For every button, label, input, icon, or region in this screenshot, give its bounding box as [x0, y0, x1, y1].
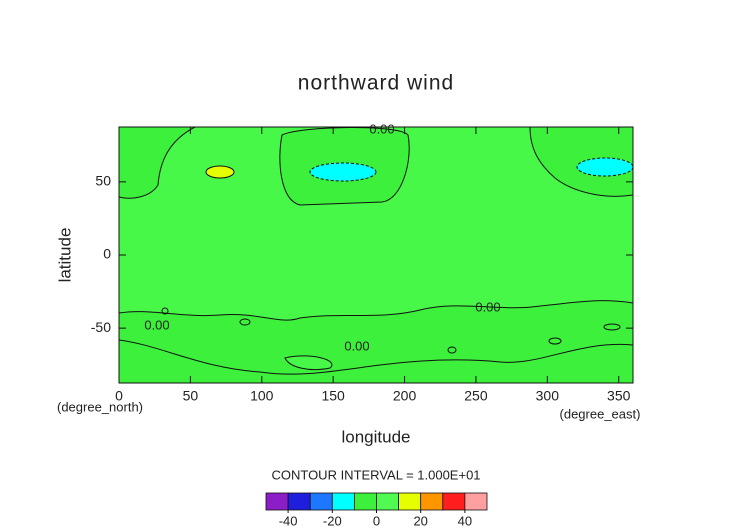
colorbar-tick-label: 40	[458, 513, 472, 528]
colorbar-cell	[398, 492, 422, 511]
colorbar-cell	[376, 492, 400, 511]
y-axis-label: latitude	[55, 228, 74, 283]
y-tick-label: 50	[95, 173, 111, 189]
contour-region	[118, 126, 196, 199]
contour-region	[205, 165, 235, 179]
x-axis-label: longitude	[341, 427, 410, 446]
contour-label: 0.00	[144, 317, 169, 332]
colorbar-tick-label: 0	[373, 513, 380, 528]
y-tick-label: 0	[103, 246, 111, 262]
contour-line	[118, 339, 634, 375]
x-tick-label: 300	[536, 388, 560, 404]
x-unit: (degree_east)	[560, 406, 641, 421]
colorbar-cell	[464, 492, 488, 511]
x-tick-label: 250	[464, 388, 488, 404]
contour-region	[529, 126, 634, 197]
contour-region	[284, 355, 333, 371]
colorbar-tick-label: 20	[413, 513, 427, 528]
colorbar-tick-label: -20	[323, 513, 342, 528]
colorbar-cell	[420, 492, 444, 511]
y-tick-label: -50	[91, 319, 111, 335]
contour-label: 0.00	[344, 338, 369, 353]
y-unit: (degree_north)	[57, 399, 143, 414]
colorbar-cell	[265, 492, 289, 511]
x-tick-label: 350	[607, 388, 631, 404]
contour-region	[447, 346, 457, 354]
x-tick-label: 50	[183, 388, 199, 404]
colorbar-cell	[442, 492, 466, 511]
contour-region	[603, 323, 621, 331]
x-tick-label: 0	[115, 388, 123, 404]
x-tick-label: 200	[393, 388, 417, 404]
colorbar-tick-label: -40	[279, 513, 298, 528]
contour-region	[239, 318, 251, 326]
colorbar-cell	[331, 492, 355, 511]
contour-region	[309, 162, 377, 182]
contour-region	[161, 307, 169, 315]
contour-region	[548, 337, 562, 345]
chart-title: northward wind	[298, 72, 454, 95]
x-tick-label: 100	[250, 388, 274, 404]
contour-interval: CONTOUR INTERVAL = 1.000E+01	[271, 467, 480, 482]
colorbar-cell	[287, 492, 311, 511]
contour-region	[576, 157, 634, 177]
contour-label: 0.00	[369, 121, 394, 136]
colorbar-cell	[353, 492, 377, 511]
contour-field	[118, 126, 634, 384]
x-tick-label: 150	[321, 388, 345, 404]
contour-label: 0.00	[475, 299, 500, 314]
colorbar-cell	[309, 492, 333, 511]
